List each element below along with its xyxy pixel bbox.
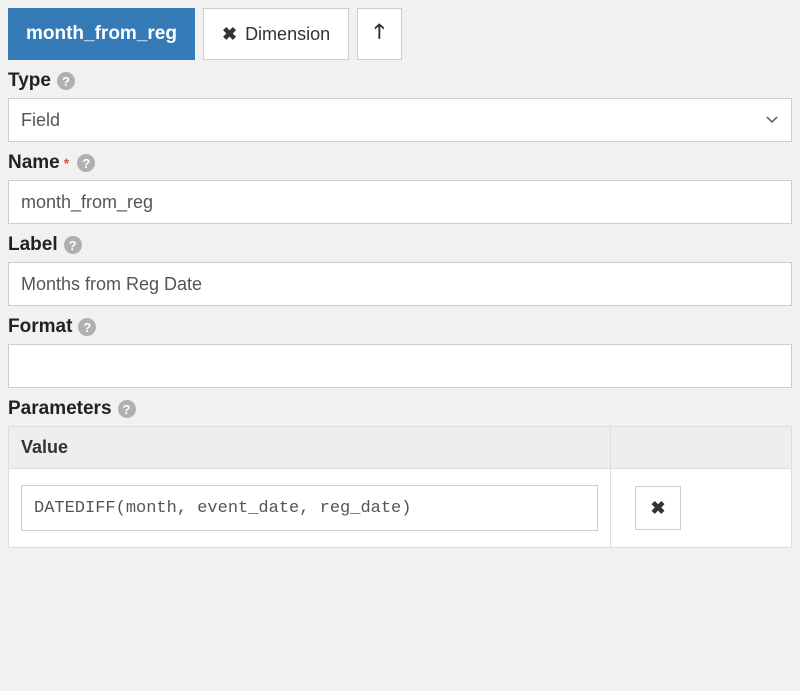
type-label-row: Type ? (8, 70, 792, 92)
format-group: Format ? (8, 316, 792, 388)
help-icon[interactable]: ? (77, 154, 95, 172)
label-label: Label (8, 234, 58, 256)
help-icon[interactable]: ? (78, 318, 96, 336)
name-label: Name (8, 152, 60, 174)
format-label-row: Format ? (8, 316, 792, 338)
format-label: Format (8, 316, 72, 338)
parameters-value-header: Value (9, 427, 611, 468)
arrow-up-icon: 🡑 (374, 17, 384, 51)
name-group: Name* ? (8, 152, 792, 224)
dimension-button[interactable]: ✖ Dimension (203, 8, 349, 60)
help-icon[interactable]: ? (64, 236, 82, 254)
required-indicator: * (64, 155, 69, 171)
parameters-action-header (611, 427, 791, 468)
help-icon[interactable]: ? (118, 400, 136, 418)
close-icon: ✖ (222, 24, 237, 45)
parameter-value-input[interactable] (21, 485, 598, 531)
type-select-wrap: Field (8, 98, 792, 142)
parameters-table: Value ✖ (8, 426, 792, 548)
type-group: Type ? Field (8, 70, 792, 142)
field-tag-badge: month_from_reg (8, 8, 195, 60)
table-row: ✖ (9, 469, 791, 547)
parameters-header-row: Value (9, 427, 791, 469)
label-input[interactable] (8, 262, 792, 306)
parameter-value-cell (9, 469, 611, 547)
label-group: Label ? (8, 234, 792, 306)
parameters-label-row: Parameters ? (8, 398, 792, 420)
type-select[interactable]: Field (8, 98, 792, 142)
dimension-button-label: Dimension (245, 24, 330, 45)
parameters-label: Parameters (8, 398, 112, 420)
name-label-row: Name* ? (8, 152, 792, 174)
parameter-action-cell: ✖ (611, 469, 791, 547)
help-icon[interactable]: ? (57, 72, 75, 90)
name-input[interactable] (8, 180, 792, 224)
close-icon: ✖ (650, 498, 665, 519)
move-up-button[interactable]: 🡑 (357, 8, 401, 60)
field-tag-label: month_from_reg (26, 23, 177, 45)
parameters-group: Parameters ? Value ✖ (8, 398, 792, 548)
label-label-row: Label ? (8, 234, 792, 256)
delete-parameter-button[interactable]: ✖ (635, 486, 681, 530)
header-row: month_from_reg ✖ Dimension 🡑 (8, 8, 792, 60)
type-label: Type (8, 70, 51, 92)
format-input[interactable] (8, 344, 792, 388)
